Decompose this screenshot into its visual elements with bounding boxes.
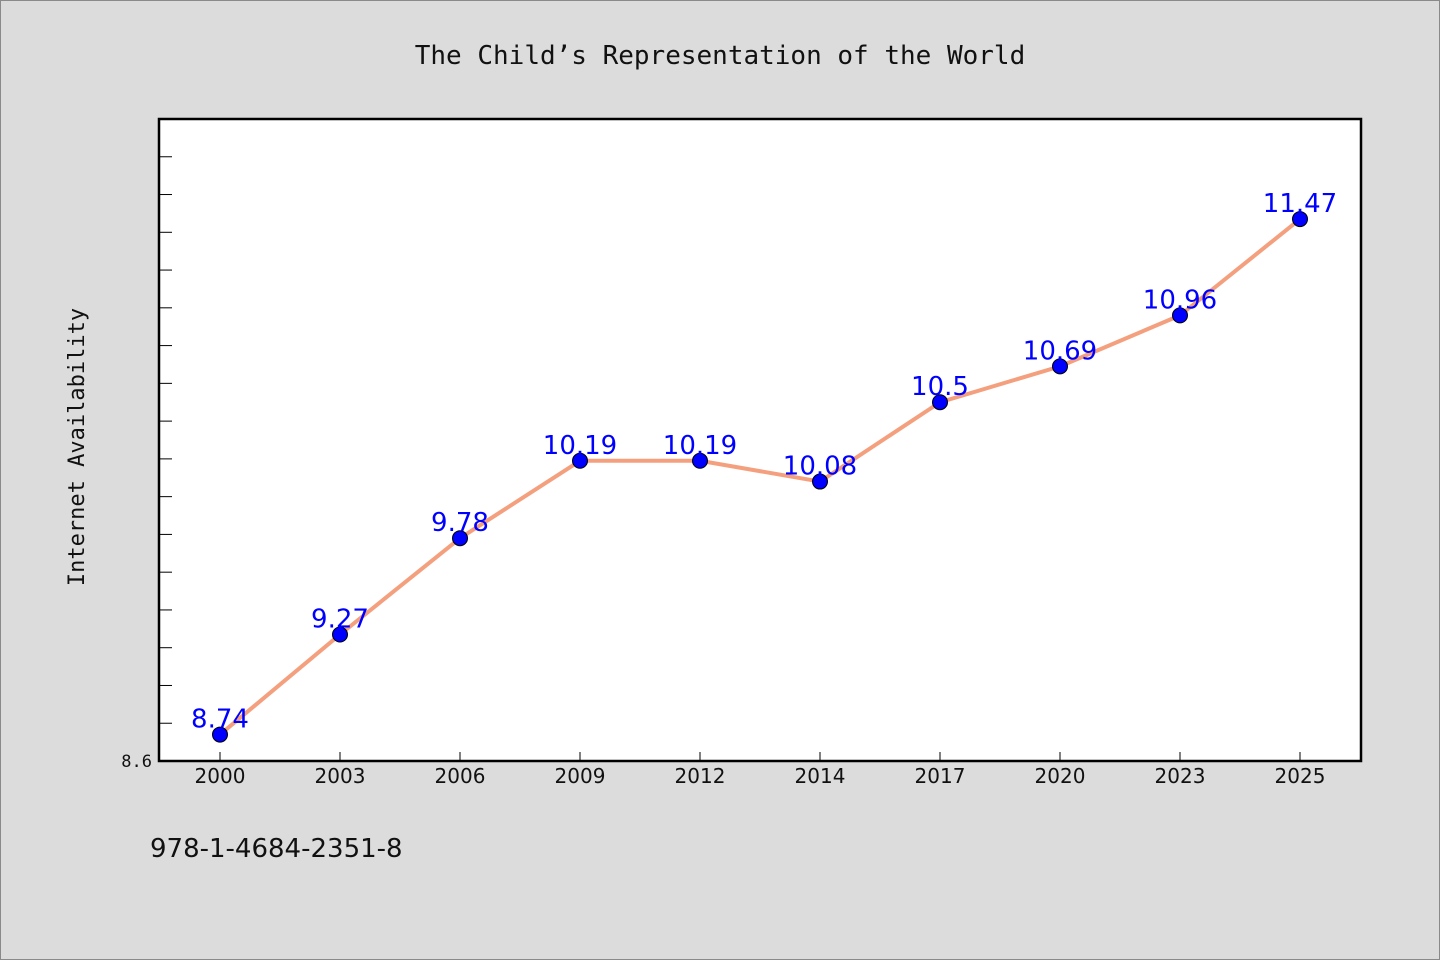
- y-axis-label: Internet Availability: [65, 308, 90, 586]
- x-tick-label: 2025: [1275, 764, 1326, 788]
- data-point: [1172, 307, 1188, 324]
- x-tick-label: 2006: [435, 764, 486, 788]
- data-label: 10.08: [783, 452, 857, 482]
- series-line: [218, 217, 1302, 737]
- data-label: 10.19: [543, 431, 617, 461]
- x-tick-label: 2023: [1155, 764, 1206, 788]
- data-label: 10.96: [1143, 285, 1217, 315]
- data-point: [1292, 211, 1308, 228]
- data-point: [332, 626, 348, 643]
- data-label: 8.74: [191, 705, 249, 735]
- data-label: 10.19: [663, 431, 737, 461]
- data-point: [812, 473, 828, 490]
- data-label: 11.47: [1263, 189, 1337, 219]
- chart-title: The Child’s Representation of the World: [415, 41, 1025, 71]
- data-label: 9.78: [431, 508, 489, 538]
- isbn-text: 978-1-4684-2351-8: [150, 834, 403, 864]
- data-point: [212, 726, 228, 743]
- data-point: [452, 530, 468, 547]
- x-tick-label: 2003: [315, 764, 366, 788]
- x-tick-label: 2020: [1035, 764, 1086, 788]
- data-point: [932, 394, 948, 411]
- x-tick-label: 2012: [675, 764, 726, 788]
- x-tick-label: 2000: [195, 764, 246, 788]
- y-tick-label: 8.6: [121, 752, 152, 772]
- y-axis-ticks: [159, 118, 172, 762]
- x-tick-label: 2009: [555, 764, 606, 788]
- plot-area: [157, 117, 1363, 763]
- data-point: [692, 452, 708, 469]
- data-label: 10.5: [911, 372, 969, 402]
- data-label: 10.69: [1023, 336, 1097, 366]
- x-tick-label: 2017: [915, 764, 966, 788]
- data-point: [572, 452, 588, 469]
- data-point: [1052, 358, 1068, 375]
- series-layer: 8.74 9.27 9.78 10.19 10.19 10.08 10.5 10.69 10.9…: [191, 189, 1337, 743]
- data-label: 9.27: [311, 604, 369, 634]
- x-tick-label: 2014: [795, 764, 846, 788]
- x-axis: 2000 2003 2006 2009 2012 2014 2017 2020 2023 2025: [195, 752, 1326, 788]
